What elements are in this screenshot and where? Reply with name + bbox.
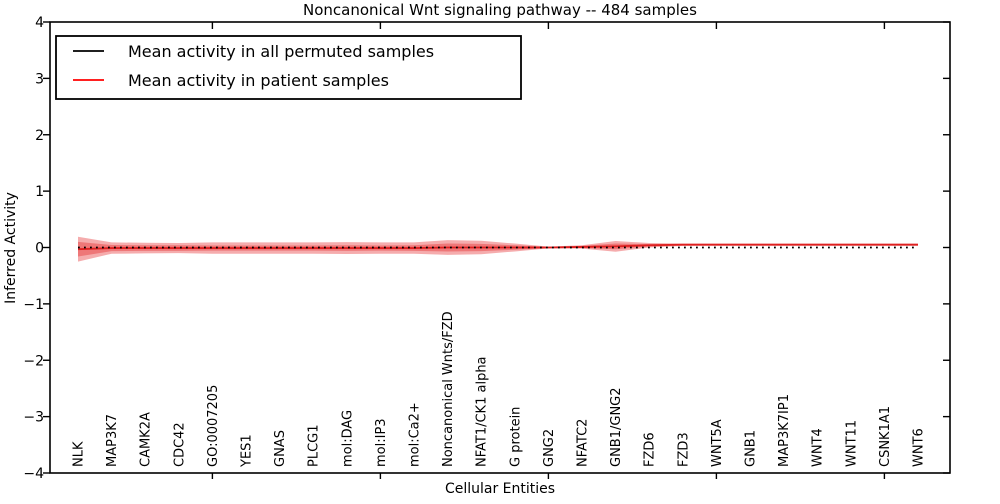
- y-tick-label: 3: [35, 71, 44, 87]
- band-patient-std-outer: [78, 236, 918, 262]
- x-tick-label: MAP3K7: [105, 414, 120, 467]
- legend-box: [55, 35, 522, 100]
- x-tick-label: FZD3: [676, 432, 691, 467]
- x-tick-label: NLK: [72, 441, 87, 467]
- x-tick-label: GNAS: [273, 430, 288, 467]
- legend: Mean activity in all permuted samples Me…: [55, 35, 522, 100]
- x-tick-label: GNB1/GNG2: [609, 387, 624, 467]
- confidence-bands: [78, 236, 918, 262]
- x-tick-label: GNB1: [744, 430, 759, 467]
- x-tick-label: WNT4: [811, 428, 826, 467]
- x-tick-label: GNG2: [542, 429, 557, 467]
- x-tick-label: PLCG1: [307, 424, 322, 467]
- x-tick-label: NFATC2: [576, 419, 591, 467]
- x-tick-label: CDC42: [172, 422, 187, 467]
- x-axis-label: Cellular Entities: [445, 481, 555, 497]
- y-tick-label: −4: [23, 466, 44, 482]
- y-tick-label: 2: [35, 128, 44, 144]
- chart-title: Noncanonical Wnt signaling pathway -- 48…: [303, 1, 697, 19]
- x-tick-label: NFAT1/CK1 alpha: [475, 356, 490, 467]
- band-patient-std-inner: [78, 241, 918, 257]
- data-lines: [77, 243, 918, 251]
- axes-ticks: 4 3 2 1 0 −1 −2 −3 −4 NLK MAP3K7 CAMK2A CDC42 GO:0007…: [23, 15, 950, 482]
- x-tick-label: YES1: [240, 434, 255, 468]
- y-tick-label: −2: [23, 353, 44, 369]
- x-tick-label: GO:0007205: [206, 385, 221, 467]
- legend-label-patient: Mean activity in patient samples: [128, 71, 389, 90]
- x-tick-label: mol:Ca2+: [408, 402, 423, 467]
- x-tick-label: mol:DAG: [340, 410, 355, 467]
- x-tick-label: WNT5A: [710, 419, 725, 467]
- legend-label-permuted: Mean activity in all permuted samples: [128, 42, 434, 61]
- x-tick-label: WNT11: [844, 420, 859, 467]
- x-tick-label: CSNK1A1: [878, 406, 893, 467]
- y-tick-label: −1: [23, 297, 44, 313]
- x-tick-label: CAMK2A: [139, 412, 154, 467]
- y-tick-label: 0: [35, 241, 44, 257]
- x-tick-label: WNT6: [912, 428, 927, 467]
- y-tick-label: −3: [23, 410, 44, 426]
- x-tick-label: MAP3K7IP1: [777, 394, 792, 467]
- y-axis-label: Inferred Activity: [3, 192, 19, 304]
- x-tick-label: FZD6: [643, 432, 658, 467]
- y-tick-label: 1: [35, 184, 44, 200]
- x-tick-label: mol:IP3: [374, 418, 389, 467]
- x-tick-label: G protein: [508, 407, 523, 467]
- x-tick-label: Noncanonical Wnts/FZD: [441, 311, 456, 467]
- y-tick-label: 4: [35, 15, 44, 31]
